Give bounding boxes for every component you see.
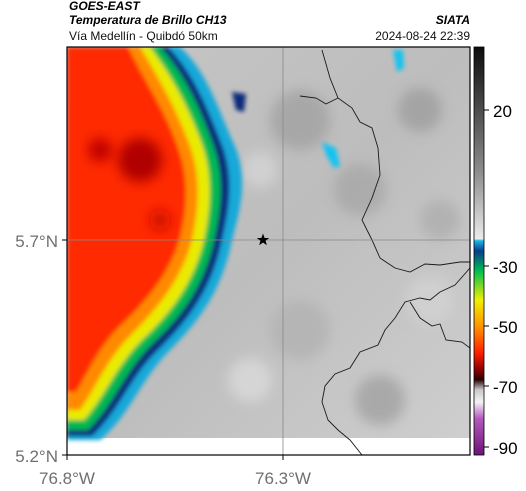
colorbar-tick-minus90: -90 — [493, 439, 518, 458]
agency-label: SIATA — [435, 13, 470, 27]
satellite-title: GOES-EAST — [69, 0, 140, 13]
star-marker — [256, 233, 270, 246]
colorbar-tick-minus50: -50 — [493, 318, 518, 337]
colorbar: 20 -30 -50 -70 -90 — [473, 46, 518, 458]
borders — [299, 49, 470, 455]
lon-label-76.3: 76.3°W — [255, 469, 311, 488]
colorbar-tick-minus70: -70 — [493, 378, 518, 397]
lon-label-76.8: 76.8°W — [39, 469, 95, 488]
header: GOES-EAST Temperatura de Brillo CH13 Vía… — [0, 0, 526, 48]
route-subtitle: Vía Medellín - Quibdó 50km — [69, 29, 218, 43]
colorbar-tick-20: 20 — [493, 102, 512, 121]
colorbar-tick-minus30: -30 — [493, 258, 518, 277]
imagery — [67, 47, 470, 455]
product-title: Temperatura de Brillo CH13 — [69, 13, 227, 27]
map-frame — [66, 46, 471, 456]
lat-label-5.2: 5.2°N — [15, 447, 58, 466]
lat-label-5.7: 5.7°N — [15, 232, 58, 251]
colorbar-bar — [473, 46, 485, 456]
timestamp: 2024-08-24 22:39 — [375, 29, 470, 43]
